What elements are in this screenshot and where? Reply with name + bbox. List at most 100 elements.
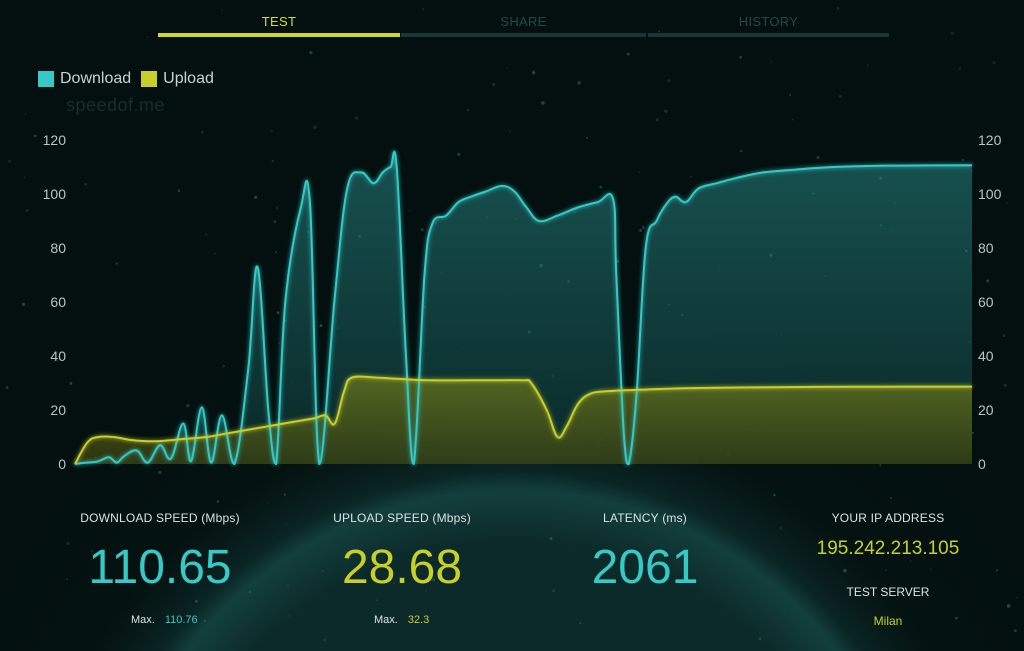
star-dot (213, 252, 216, 255)
star-dot (84, 183, 87, 186)
star-dot (276, 311, 280, 315)
star-dot (639, 229, 642, 232)
star-dot (275, 206, 279, 210)
star-dot (783, 610, 786, 612)
star-dot (1016, 596, 1018, 599)
y-tick-label-right: 80 (978, 240, 994, 256)
star-dot (285, 524, 287, 526)
upload-speed-value: 28.68 (341, 541, 463, 594)
ip-address-value: 195.242.213.105 (816, 538, 960, 559)
star-dot (278, 342, 281, 344)
star-dot (773, 493, 776, 497)
tab-history[interactable]: HISTORY (738, 14, 799, 29)
upload-speed-label: UPLOAD SPEED (Mbps) (333, 511, 471, 525)
star-dot (816, 156, 820, 160)
y-tick-label-left: 80 (50, 240, 66, 256)
star-dot (283, 493, 286, 496)
download-max: Max. 110.76 (131, 614, 198, 626)
star-dot (424, 589, 428, 593)
star-dot (658, 30, 661, 33)
star-dot (146, 35, 149, 38)
star-dot (655, 118, 659, 122)
y-tick-label-right: 0 (978, 456, 986, 472)
star-dot (271, 160, 274, 163)
star-dot (791, 118, 794, 121)
star-dot (995, 569, 999, 572)
star-dot (958, 67, 962, 71)
star-dot (21, 302, 26, 307)
y-tick-label-right: 60 (978, 294, 994, 310)
star-dot (313, 125, 317, 129)
star-dot (195, 600, 198, 603)
star-dot (222, 365, 225, 368)
star-dot (90, 549, 94, 553)
star-dot (549, 537, 553, 540)
star-dot (288, 615, 290, 617)
star-dot (466, 108, 470, 112)
star-dot (322, 638, 327, 642)
latency-value: 2061 (591, 541, 699, 594)
series-line-download (74, 150, 973, 466)
y-tick-label-left: 0 (58, 456, 66, 472)
star-dot (586, 136, 588, 139)
star-dot (115, 262, 118, 265)
star-dot (866, 64, 869, 67)
test-server-value: Milan (873, 614, 903, 628)
star-dot (599, 185, 603, 189)
star-dot (354, 116, 358, 120)
star-dot (8, 159, 11, 163)
star-dot (322, 570, 324, 572)
download-max-value: 110.76 (164, 614, 198, 626)
star-dot (690, 176, 692, 178)
star-dot (395, 513, 398, 516)
tab-share[interactable]: SHARE (500, 14, 547, 29)
y-tick-label-right: 40 (978, 348, 994, 364)
y-tick-label-left: 60 (50, 294, 66, 310)
star-dot (431, 578, 436, 582)
y-tick-label-left: 20 (50, 402, 66, 418)
series-area-download (75, 151, 972, 465)
star-dot (929, 568, 932, 570)
y-tick-label-left: 100 (43, 186, 67, 202)
star-dot (1002, 334, 1006, 337)
y-tick-label-right: 120 (978, 132, 1002, 148)
tab-test[interactable]: TEST (261, 14, 297, 29)
download-speed-value: 110.65 (88, 541, 232, 594)
upload-max: Max. 32.3 (374, 614, 429, 626)
test-server-label: TEST SERVER (846, 585, 930, 599)
star-dot (274, 251, 277, 254)
tab-test-indicator (158, 33, 400, 37)
star-dot (273, 220, 277, 224)
star-dot (770, 61, 773, 63)
latency-label: LATENCY (ms) (603, 511, 687, 525)
watermark-logo: speedof.me (66, 95, 166, 115)
star-dot (836, 6, 840, 10)
star-dot (205, 233, 208, 236)
star-dot (950, 31, 954, 35)
y-tick-label-left: 40 (50, 348, 66, 364)
star-dot (23, 176, 26, 179)
star-dot (577, 81, 581, 85)
download-max-label: Max. (131, 614, 155, 626)
star-dot (531, 71, 536, 75)
star-dot (890, 497, 892, 499)
star-dot (664, 109, 668, 113)
star-dot (971, 431, 975, 434)
chart-legend: Download Upload (38, 70, 224, 88)
star-dot (579, 622, 582, 625)
star-dot (319, 324, 323, 327)
star-dot (843, 569, 847, 573)
star-dot (203, 619, 207, 622)
star-dot (626, 52, 630, 56)
star-dot (739, 55, 743, 59)
ip-address-label: YOUR IP ADDRESS (831, 511, 945, 525)
download-speed-label: DOWNLOAD SPEED (Mbps) (80, 511, 240, 525)
star-dot (420, 227, 424, 232)
star-dot (90, 558, 93, 561)
star-dot (961, 158, 965, 162)
star-dot (838, 94, 842, 99)
star-dot (1014, 629, 1017, 632)
star-dot (422, 518, 424, 520)
star-dot (267, 502, 269, 504)
star-dot (5, 385, 9, 390)
